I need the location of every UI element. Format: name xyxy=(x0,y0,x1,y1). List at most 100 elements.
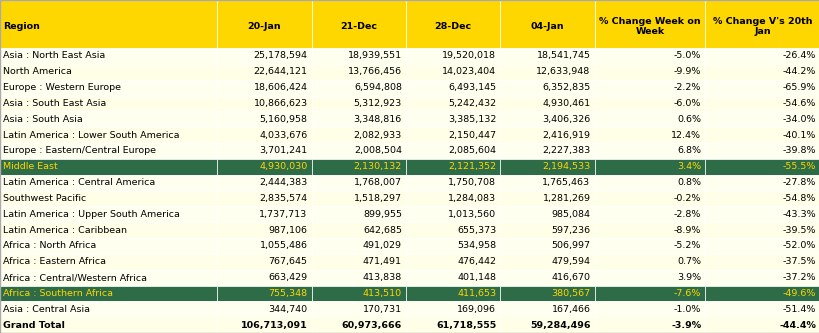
Text: 5,242,432: 5,242,432 xyxy=(447,99,495,108)
Bar xyxy=(500,96,594,111)
Bar xyxy=(217,190,311,206)
Text: -54.6%: -54.6% xyxy=(781,99,815,108)
Bar xyxy=(500,254,594,270)
Bar xyxy=(405,143,500,159)
Text: 04-Jan: 04-Jan xyxy=(530,22,563,31)
Bar xyxy=(0,0,217,48)
Bar xyxy=(217,238,311,254)
Text: 491,029: 491,029 xyxy=(363,241,401,250)
Bar xyxy=(500,238,594,254)
Text: 534,958: 534,958 xyxy=(456,241,495,250)
Bar xyxy=(311,111,405,127)
Text: 12.4%: 12.4% xyxy=(671,131,700,140)
Bar xyxy=(405,254,500,270)
Text: Latin America : Caribbean: Latin America : Caribbean xyxy=(3,225,127,234)
Text: 19,520,018: 19,520,018 xyxy=(441,51,495,60)
Text: -51.4%: -51.4% xyxy=(781,305,815,314)
Text: -5.0%: -5.0% xyxy=(673,51,700,60)
Bar xyxy=(405,238,500,254)
Text: -43.3%: -43.3% xyxy=(781,210,815,219)
Text: 985,084: 985,084 xyxy=(551,210,590,219)
Bar xyxy=(311,80,405,96)
Bar xyxy=(0,206,217,222)
Text: 413,510: 413,510 xyxy=(362,289,401,298)
Text: -2.2%: -2.2% xyxy=(673,83,700,92)
Bar xyxy=(500,301,594,317)
Bar xyxy=(217,143,311,159)
Bar xyxy=(405,190,500,206)
Bar xyxy=(594,301,704,317)
Bar xyxy=(217,301,311,317)
Text: Latin America : Lower South America: Latin America : Lower South America xyxy=(3,131,179,140)
Text: -7.6%: -7.6% xyxy=(673,289,700,298)
Bar xyxy=(500,48,594,64)
Text: 2,082,933: 2,082,933 xyxy=(353,131,401,140)
Text: 2,130,132: 2,130,132 xyxy=(353,162,401,171)
Bar xyxy=(405,111,500,127)
Text: 2,835,574: 2,835,574 xyxy=(259,194,307,203)
Text: 106,713,091: 106,713,091 xyxy=(241,321,307,330)
Text: 18,606,424: 18,606,424 xyxy=(253,83,307,92)
Text: -6.0%: -6.0% xyxy=(673,99,700,108)
Text: 413,838: 413,838 xyxy=(362,273,401,282)
Text: 6,352,835: 6,352,835 xyxy=(541,83,590,92)
Bar xyxy=(405,127,500,143)
Text: 59,284,496: 59,284,496 xyxy=(529,321,590,330)
Text: 3,385,132: 3,385,132 xyxy=(447,115,495,124)
Bar xyxy=(217,206,311,222)
Bar xyxy=(0,317,217,333)
Text: 61,718,555: 61,718,555 xyxy=(436,321,495,330)
Bar xyxy=(217,285,311,301)
Text: 4,930,461: 4,930,461 xyxy=(541,99,590,108)
Bar xyxy=(594,64,704,80)
Text: Region: Region xyxy=(3,22,40,31)
Bar xyxy=(0,285,217,301)
Bar xyxy=(704,80,819,96)
Text: 2,008,504: 2,008,504 xyxy=(354,147,401,156)
Text: Latin America : Central America: Latin America : Central America xyxy=(3,178,155,187)
Text: -44.2%: -44.2% xyxy=(781,67,815,76)
Bar xyxy=(311,301,405,317)
Bar xyxy=(704,0,819,48)
Text: 1,013,560: 1,013,560 xyxy=(447,210,495,219)
Bar xyxy=(311,270,405,285)
Text: -1.0%: -1.0% xyxy=(673,305,700,314)
Text: 169,096: 169,096 xyxy=(457,305,495,314)
Text: 3.9%: 3.9% xyxy=(676,273,700,282)
Text: 597,236: 597,236 xyxy=(550,225,590,234)
Bar xyxy=(704,270,819,285)
Text: 18,939,551: 18,939,551 xyxy=(347,51,401,60)
Bar xyxy=(594,254,704,270)
Bar xyxy=(405,285,500,301)
Text: 899,955: 899,955 xyxy=(363,210,401,219)
Bar xyxy=(594,143,704,159)
Bar xyxy=(217,159,311,175)
Text: Asia : South Asia: Asia : South Asia xyxy=(3,115,83,124)
Text: Grand Total: Grand Total xyxy=(3,321,65,330)
Bar xyxy=(405,64,500,80)
Text: 5,312,923: 5,312,923 xyxy=(353,99,401,108)
Bar xyxy=(0,143,217,159)
Text: Africa : Eastern Africa: Africa : Eastern Africa xyxy=(3,257,106,266)
Bar xyxy=(594,159,704,175)
Bar xyxy=(0,64,217,80)
Text: -9.9%: -9.9% xyxy=(673,67,700,76)
Bar xyxy=(405,175,500,190)
Bar xyxy=(405,222,500,238)
Bar xyxy=(0,80,217,96)
Text: Asia : North East Asia: Asia : North East Asia xyxy=(3,51,105,60)
Bar xyxy=(0,238,217,254)
Bar xyxy=(311,206,405,222)
Bar xyxy=(704,96,819,111)
Text: 1,750,708: 1,750,708 xyxy=(448,178,495,187)
Text: 3,348,816: 3,348,816 xyxy=(353,115,401,124)
Text: 0.7%: 0.7% xyxy=(676,257,700,266)
Bar xyxy=(0,111,217,127)
Bar xyxy=(311,285,405,301)
Bar xyxy=(217,0,311,48)
Text: 14,023,404: 14,023,404 xyxy=(441,67,495,76)
Text: 1,055,486: 1,055,486 xyxy=(260,241,307,250)
Text: Europe : Western Europe: Europe : Western Europe xyxy=(3,83,121,92)
Bar xyxy=(594,206,704,222)
Text: Africa : Southern Africa: Africa : Southern Africa xyxy=(3,289,113,298)
